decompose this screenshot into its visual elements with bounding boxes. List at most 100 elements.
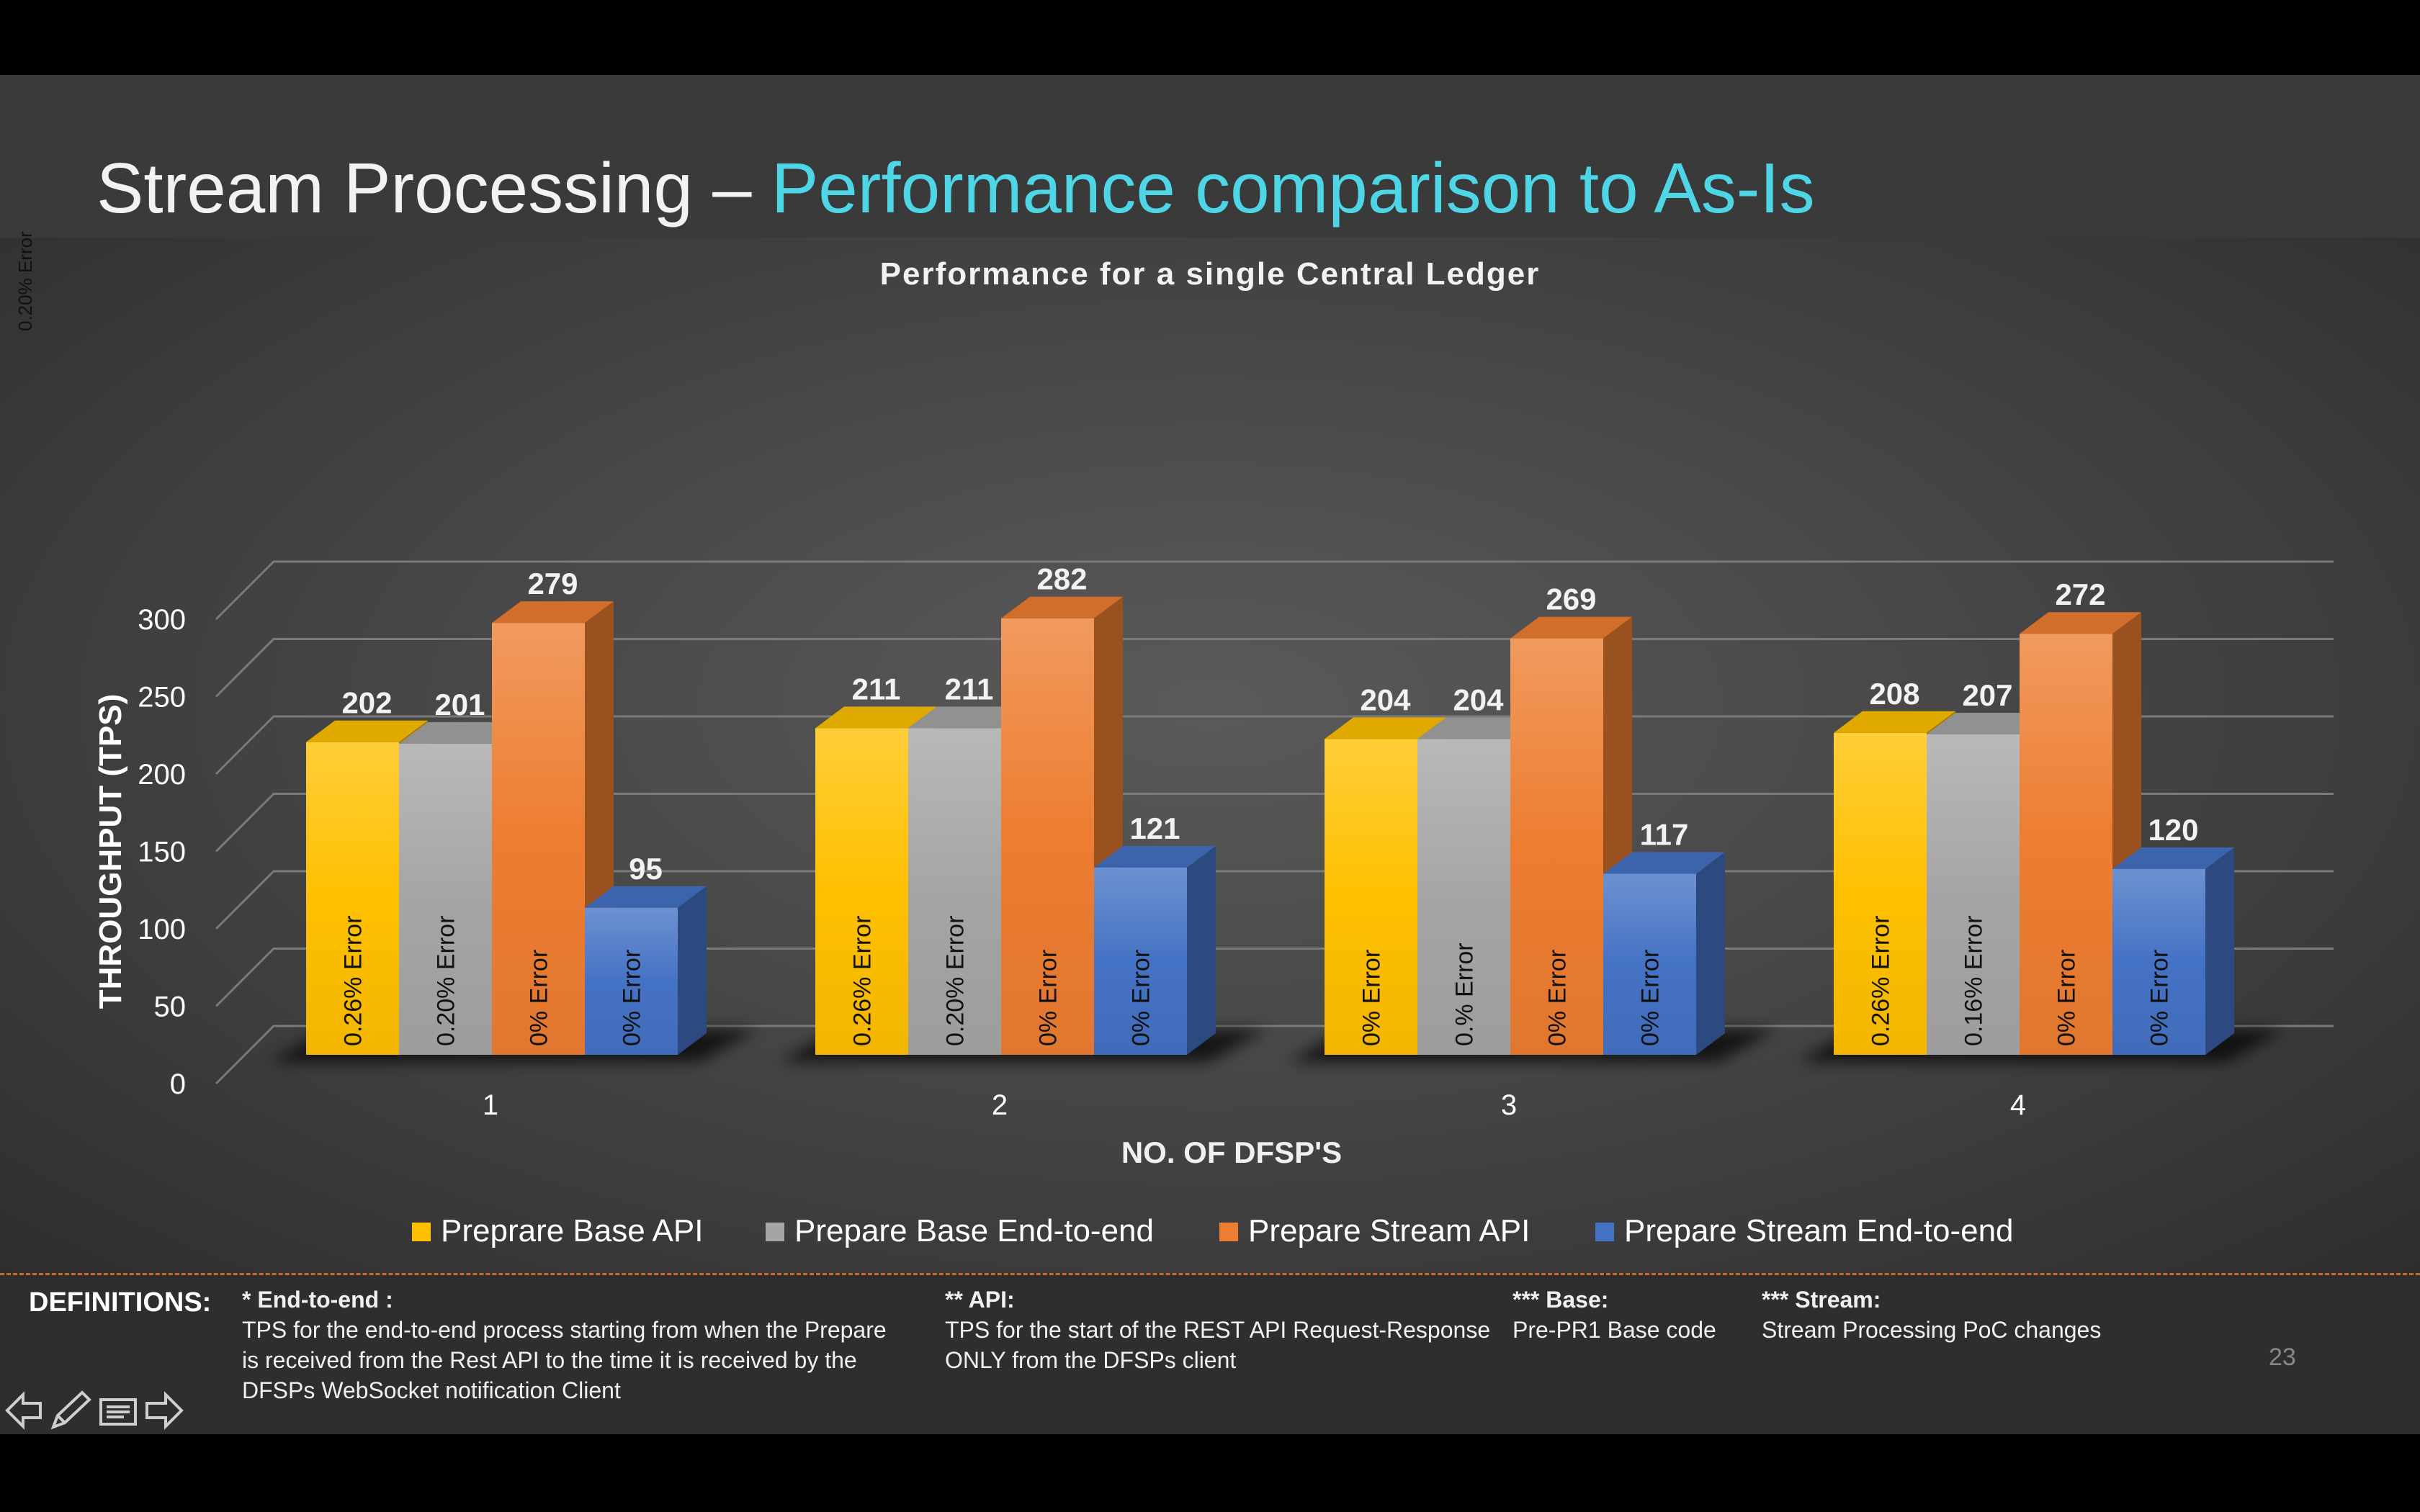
definition-title: * End-to-end : — [242, 1287, 393, 1313]
title-area — [0, 75, 2420, 238]
y-tick-label: 50 — [154, 991, 187, 1023]
bar-top — [1834, 711, 1955, 733]
legend-label: Prepare Base End-to-end — [794, 1213, 1154, 1248]
x-tick-label: 3 — [1501, 1089, 1517, 1121]
bar — [2020, 634, 2112, 1055]
definition-text: Stream Processing PoC changes — [1762, 1317, 2102, 1343]
bar — [399, 743, 492, 1055]
data-label: 120 — [2148, 813, 2198, 847]
bar — [1094, 867, 1187, 1055]
bar-top — [1417, 717, 1539, 739]
bar — [1834, 732, 1927, 1055]
data-label: 279 — [527, 567, 578, 600]
back-arrow-icon[interactable] — [5, 1391, 42, 1430]
bar-top — [908, 706, 1030, 729]
definition-text: Pre-PR1 Base code — [1512, 1317, 1716, 1343]
definition-text: TPS for the start of the REST API Reques… — [945, 1317, 1491, 1373]
slide-title: Stream Processing – Performance comparis… — [97, 141, 1815, 235]
data-label: 117 — [1640, 817, 1689, 851]
legend-swatch — [1595, 1223, 1614, 1241]
bar-annotation: 0.26% Error — [1868, 916, 1895, 1046]
definition-base: *** Base: Pre-PR1 Base code — [1512, 1284, 1750, 1345]
data-label: 204 — [1360, 683, 1411, 716]
bar — [1001, 618, 1094, 1055]
bar — [1510, 638, 1603, 1055]
bar-annotation: 0% Error — [1035, 950, 1062, 1046]
data-label: 201 — [434, 688, 485, 721]
bar — [2112, 869, 2205, 1055]
x-tick-label: 4 — [2010, 1089, 2026, 1121]
bar-top — [399, 721, 521, 744]
bar-side — [2205, 847, 2234, 1055]
legend-label: Prepare Stream API — [1248, 1213, 1530, 1248]
bar-top — [1001, 596, 1123, 618]
bar-annotation: 0.% Error — [1451, 942, 1479, 1046]
bar — [1325, 739, 1417, 1055]
bar-top — [2112, 847, 2234, 869]
y-tick-label: 0 — [170, 1068, 186, 1100]
data-label: 95 — [629, 852, 663, 886]
data-label: 282 — [1036, 562, 1087, 596]
y-tick-label: 150 — [138, 837, 186, 868]
legend-swatch — [1219, 1223, 1238, 1241]
legend-swatch — [766, 1223, 784, 1241]
bar-annotation: 0.20% Error — [942, 916, 969, 1046]
gridline — [215, 793, 2334, 852]
bar-side — [1187, 845, 1216, 1055]
data-label: 202 — [341, 686, 392, 720]
data-label: 211 — [945, 672, 994, 706]
x-tick-label: 2 — [992, 1089, 1008, 1121]
bar — [492, 623, 585, 1055]
data-label: 207 — [1962, 678, 2012, 712]
gridline — [215, 638, 2334, 698]
bar-top — [1927, 712, 2048, 734]
definition-title: *** Stream: — [1762, 1287, 1881, 1313]
data-label: 208 — [1869, 677, 1919, 711]
y-tick-label: 100 — [138, 914, 186, 945]
gridline — [215, 715, 2334, 775]
legend-label: Preprare Base API — [441, 1213, 703, 1248]
bar-top — [492, 601, 614, 624]
x-axis-label: NO. OF DFSP'S — [1121, 1135, 1342, 1169]
title-accent: Performance comparison to As-Is — [771, 148, 1815, 228]
definition-title: ** API: — [945, 1287, 1015, 1313]
bar — [908, 728, 1001, 1055]
y-tick-label: 300 — [138, 604, 186, 636]
slide-nav-toolbar — [5, 1390, 184, 1430]
bar-top — [1094, 845, 1216, 868]
bar — [815, 728, 908, 1055]
definitions-panel — [0, 1273, 2420, 1436]
bar-annotation: 0.16% Error — [1960, 916, 1988, 1046]
pen-icon[interactable] — [50, 1390, 91, 1430]
bar-annotation: 0.20% Error — [433, 916, 460, 1046]
bar-side — [1696, 852, 1725, 1055]
data-label: 272 — [2055, 577, 2105, 611]
definition-stream: *** Stream: Stream Processing PoC change… — [1762, 1284, 2165, 1345]
definition-end-to-end: * End-to-end : TPS for the end-to-end pr… — [242, 1284, 897, 1405]
title-main: Stream Processing – — [97, 148, 771, 228]
x-tick-label: 1 — [483, 1089, 498, 1121]
bar-annotation: 0% Error — [1637, 950, 1664, 1046]
bar-annotation: 0% Error — [1544, 950, 1572, 1046]
data-label: 121 — [1129, 811, 1180, 845]
bar-annotation: 0.26% Error — [340, 916, 367, 1046]
bar-top — [815, 706, 937, 729]
bar-annotation: 0% Error — [526, 950, 553, 1046]
data-label: 269 — [1546, 582, 1596, 616]
y-tick-label: 250 — [138, 682, 186, 714]
definition-api: ** API: TPS for the start of the REST AP… — [945, 1284, 1492, 1375]
bottom-letterbox — [0, 1434, 2420, 1512]
definition-title: *** Base: — [1512, 1287, 1609, 1313]
bar-chart: Performance for a single Central Ledger 0… — [93, 256, 2334, 1248]
y-tick-label: 200 — [138, 759, 186, 791]
bar-top — [1325, 717, 1446, 739]
definition-text: TPS for the end-to-end process starting … — [242, 1317, 887, 1403]
bar-top — [585, 886, 707, 908]
bar — [1927, 734, 2020, 1055]
bar — [1417, 739, 1510, 1055]
forward-arrow-icon[interactable] — [145, 1391, 184, 1430]
page-number: 23 — [2269, 1344, 2296, 1371]
chart-title: Performance for a single Central Ledger — [880, 256, 1541, 292]
menu-icon[interactable] — [99, 1398, 137, 1426]
bar-annotation: 0% Error — [1358, 950, 1386, 1046]
